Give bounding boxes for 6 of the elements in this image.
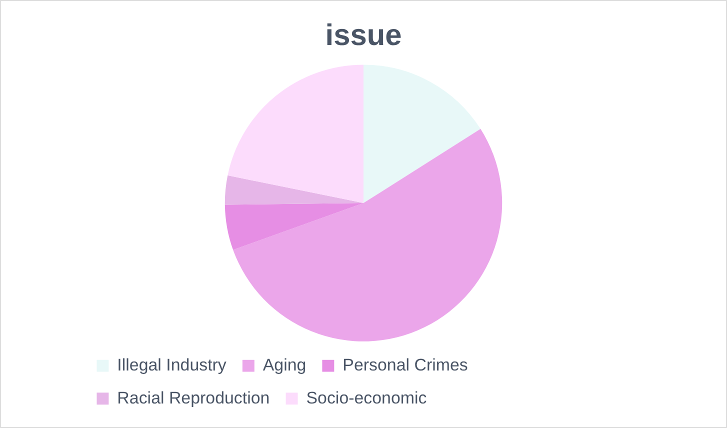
legend-label: Illegal Industry	[117, 355, 227, 374]
legend-label: Aging	[262, 355, 306, 374]
legend-label: Socio-economic	[306, 388, 428, 408]
chart-title: issue	[325, 19, 402, 52]
legend-label: Racial Reproduction	[117, 388, 270, 408]
legend-label: Personal Crimes	[342, 355, 468, 374]
